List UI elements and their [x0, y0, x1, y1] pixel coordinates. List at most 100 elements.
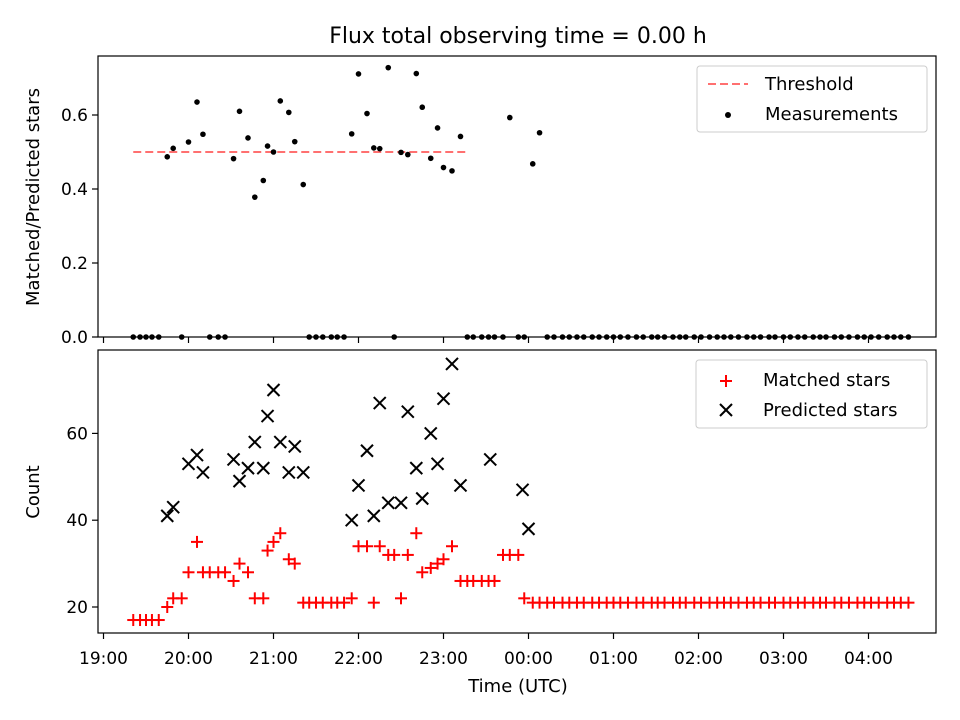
matched-star-point	[395, 592, 407, 605]
predicted-star-point	[241, 461, 255, 475]
figure-title: Flux total observing time = 0.00 h	[329, 24, 707, 49]
bottom-xtick-label: 00:00	[504, 649, 553, 669]
predicted-star-point	[453, 478, 468, 493]
predicted-star-point	[273, 435, 288, 449]
measurement-point	[536, 129, 543, 136]
matched-star-point	[388, 548, 401, 561]
top-ytick-label: 0.2	[61, 254, 88, 274]
measurement-point	[376, 145, 383, 152]
bottom-xtick-label: 22:00	[334, 649, 383, 669]
measurements-legend-marker	[725, 112, 731, 118]
matched-star-point	[373, 540, 386, 553]
matched-star-point	[182, 566, 195, 579]
measurement-point	[434, 125, 441, 131]
matched-star-point	[424, 561, 437, 574]
measurement-point	[185, 139, 192, 145]
predicted-star-point	[430, 457, 445, 471]
measurement-point	[371, 145, 377, 151]
bottom-panel-frame	[97, 349, 937, 634]
x-axis-label: Time (UTC)	[467, 676, 568, 697]
predicted-star-point	[409, 461, 424, 475]
measurement-point	[507, 114, 513, 121]
matched-star-point	[410, 527, 423, 540]
measurement-point	[457, 133, 464, 140]
matched-legend-marker	[720, 375, 732, 387]
matched-star-point	[227, 574, 240, 587]
bottom-xtick-label: 20:00	[164, 649, 213, 669]
matched-star-point	[437, 553, 450, 566]
matched-star-point	[175, 592, 188, 605]
matched-star-point	[446, 540, 458, 553]
measurement-point	[277, 98, 284, 104]
matched-star-point	[512, 548, 525, 561]
bottom-xtick-label: 02:00	[674, 649, 723, 669]
matched-star-point	[257, 592, 270, 605]
measurement-point	[348, 131, 355, 137]
matched-star-point	[361, 540, 373, 553]
bottom-xtick-label: 04:00	[844, 649, 893, 669]
measurement-point	[200, 131, 206, 138]
bottom-xtick-label: 21:00	[249, 649, 298, 669]
matched-star-point	[488, 574, 501, 587]
predicted-star-point	[166, 500, 180, 514]
bottom-ytick-label: 20	[66, 598, 88, 618]
predicted-star-point	[196, 465, 210, 480]
predicted-star-point	[160, 509, 174, 523]
measurement-point	[194, 99, 200, 105]
predicted-star-point	[360, 444, 374, 458]
measurement-point	[440, 164, 447, 171]
predicted-star-point	[483, 452, 497, 467]
measurement-point	[405, 151, 411, 158]
measurement-point	[364, 110, 370, 117]
predicted-star-point	[521, 522, 536, 536]
bottom-xtick-label: 23:00	[419, 649, 468, 669]
measurement-point	[398, 149, 404, 156]
measurement-point	[252, 194, 258, 200]
measurement-point	[427, 155, 434, 162]
measurements-legend-label: Measurements	[765, 104, 898, 125]
bottom-ylabel: Count	[23, 465, 44, 518]
matched-star-point	[288, 557, 301, 570]
predicted-star-point	[424, 426, 438, 441]
measurement-point	[449, 168, 455, 174]
matched-star-point	[267, 535, 280, 548]
matched-star-point	[518, 592, 531, 605]
predicted-star-point	[415, 491, 429, 506]
matched-star-point	[345, 592, 358, 605]
measurement-point	[260, 177, 267, 184]
bottom-xtick-label: 01:00	[589, 649, 638, 669]
top-legend-box	[696, 65, 928, 133]
predicted-star-point	[226, 452, 241, 467]
measurement-point	[236, 108, 243, 115]
matched-star-point	[161, 601, 174, 613]
predicted-star-point	[381, 496, 395, 510]
measurement-point	[413, 70, 420, 77]
matched-star-point	[416, 566, 429, 579]
measurement-point	[230, 155, 237, 162]
measurement-point	[529, 161, 536, 167]
matched-star-point	[242, 566, 254, 579]
bottom-panel: 20 40 60 19:00 20:00 21:00 22:00 23:00 00:00 01:0…	[23, 349, 937, 697]
matched-star-point	[152, 614, 165, 627]
matched-star-point	[401, 548, 414, 561]
predicted-star-point	[248, 435, 262, 449]
matched-star-point	[902, 596, 915, 609]
matched-star-point	[274, 527, 287, 540]
predicted-star-point	[401, 404, 415, 419]
bottom-ytick-label: 40	[66, 511, 88, 531]
bottom-xtick-label: 19:00	[79, 649, 128, 669]
matched-star-point	[261, 544, 274, 557]
matched-star-point	[338, 596, 351, 609]
measurement-point	[170, 145, 176, 152]
top-panel: 0.0 0.2 0.4 0.6 Matched/Predicted stars Thr…	[23, 55, 937, 348]
top-ylabel: Matched/Predicted stars	[23, 88, 44, 306]
predicted-star-point	[232, 474, 247, 488]
predicted-star-point	[266, 383, 281, 397]
measurement-point	[419, 104, 426, 111]
predicted-star-point	[515, 483, 530, 497]
measurement-point	[270, 149, 277, 155]
matched-star-point	[191, 535, 203, 548]
matched-star-point	[233, 557, 246, 570]
predicted-star-point	[436, 391, 451, 406]
